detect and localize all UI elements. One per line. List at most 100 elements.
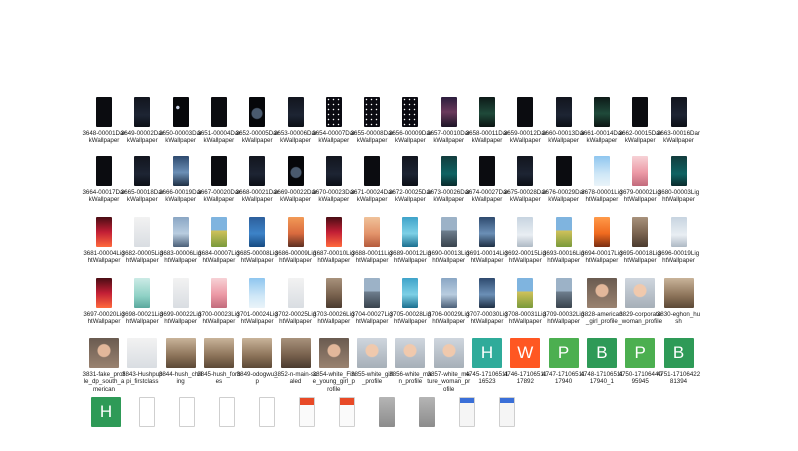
image-thumbnail bbox=[287, 97, 304, 127]
image-thumbnail bbox=[395, 338, 426, 368]
image-thumbnail bbox=[479, 217, 495, 247]
file-name-label: 3704-00027LightWallpaper bbox=[351, 311, 393, 326]
file-name-label: 3669-00022DarkWallpaper bbox=[273, 189, 317, 204]
file-name-label: 3667-00020DarkWallpaper bbox=[197, 189, 241, 204]
letter-file-icon: P bbox=[548, 338, 579, 368]
image-thumbnail bbox=[249, 217, 266, 247]
file-name-label: 4751-1710642281394 bbox=[656, 371, 701, 386]
file-name-label: 3685-00008LightWallpaper bbox=[236, 250, 278, 265]
file-name-label: 3654-00007DarkWallpaper bbox=[312, 130, 356, 145]
file-name-label: 3675-00028DarkWallpaper bbox=[503, 189, 547, 204]
file-name-label: 3651-00004DarkWallpaper bbox=[197, 130, 241, 145]
file-name-label: 3656-00009DarkWallpaper bbox=[388, 130, 432, 145]
image-thumbnail bbox=[586, 278, 617, 308]
image-thumbnail bbox=[593, 156, 610, 186]
file-name-label: 3688-00011LightWallpaper bbox=[351, 250, 393, 265]
file-name-label: 3673-00026DarkWallpaper bbox=[427, 189, 471, 204]
image-thumbnail bbox=[440, 97, 457, 127]
image-thumbnail bbox=[440, 278, 457, 308]
file-name-label: 3680-00003LightWallpaper bbox=[657, 189, 700, 204]
file-name-label: 3666-00019DarkWallpaper bbox=[159, 189, 203, 204]
file-name-label: 3849-odogwu_p bbox=[236, 371, 278, 386]
image-thumbnail bbox=[593, 217, 610, 247]
file-name-label: 3699-00022LightWallpaper bbox=[159, 311, 202, 326]
image-thumbnail bbox=[139, 397, 155, 427]
file-name-label: 4747-1710651117940 bbox=[542, 371, 586, 386]
file-name-label: 3696-00019LightWallpaper bbox=[657, 250, 700, 265]
image-thumbnail bbox=[364, 97, 381, 127]
icon-letter: P bbox=[557, 343, 570, 362]
file-name-label: 3663-00016DarkWallpaper bbox=[656, 130, 700, 145]
file-name-label: 3686-00009LightWallpaper bbox=[274, 250, 317, 265]
file-name-label: 3679-00002LightWallpaper bbox=[619, 189, 661, 204]
file-name-label: 3703-00026LightWallpaper bbox=[313, 311, 355, 326]
image-thumbnail bbox=[203, 338, 234, 368]
image-thumbnail bbox=[89, 338, 119, 368]
image-thumbnail bbox=[479, 97, 495, 127]
image-thumbnail bbox=[249, 97, 266, 127]
image-thumbnail bbox=[419, 397, 435, 427]
file-name-label: 3664-00017DarkWallpaper bbox=[82, 189, 126, 204]
file-name-label: 3695-00018LightWallpaper bbox=[619, 250, 661, 265]
file-name-label: 3691-00014LightWallpaper bbox=[466, 250, 508, 265]
file-name-label: 3854-white_Fine_young_girl_profile bbox=[312, 371, 355, 393]
file-name-label: 3831-fake_profile_dp_south_american bbox=[82, 371, 126, 393]
file-name-label: 3830-eghon_hush bbox=[656, 311, 701, 326]
file-name-label: 3701-00024LightWallpaper bbox=[236, 311, 278, 326]
file-name-label: 3689-00012LightWallpaper bbox=[389, 250, 432, 265]
image-thumbnail bbox=[402, 97, 419, 127]
image-thumbnail bbox=[287, 278, 304, 308]
file-name-label: 3709-00032LightWallpaper bbox=[542, 311, 585, 326]
file-name-label: 3705-00028LightWallpaper bbox=[389, 311, 432, 326]
image-thumbnail bbox=[663, 278, 694, 308]
image-thumbnail bbox=[249, 156, 266, 186]
image-thumbnail bbox=[299, 397, 315, 427]
file-name-label: 3698-00021LightWallpaper bbox=[121, 311, 163, 326]
file-name-label: 3683-00006LightWallpaper bbox=[159, 250, 202, 265]
image-thumbnail bbox=[499, 397, 515, 427]
file-name-label: 4745-1710651116523 bbox=[465, 371, 509, 386]
file-name-label: 3658-00011DarkWallpaper bbox=[465, 130, 509, 145]
image-thumbnail bbox=[440, 156, 457, 186]
icon-letter: H bbox=[480, 343, 494, 362]
image-thumbnail bbox=[134, 278, 151, 308]
image-thumbnail bbox=[219, 397, 235, 427]
image-thumbnail bbox=[364, 278, 381, 308]
image-thumbnail bbox=[165, 338, 196, 368]
icon-letter: H bbox=[99, 402, 113, 421]
file-name-label: 3855-white_girl_profile bbox=[351, 371, 394, 386]
image-thumbnail bbox=[134, 97, 151, 127]
file-name-label: 3843-Hushpuppi_firstclass bbox=[122, 371, 163, 386]
image-thumbnail bbox=[210, 278, 227, 308]
image-thumbnail bbox=[280, 338, 311, 368]
file-name-label: 3670-00023DarkWallpaper bbox=[312, 189, 356, 204]
image-thumbnail bbox=[134, 217, 151, 247]
image-thumbnail bbox=[670, 97, 687, 127]
image-thumbnail bbox=[325, 278, 342, 308]
image-thumbnail bbox=[325, 217, 342, 247]
file-name-label: 3672-00025DarkWallpaper bbox=[388, 189, 432, 204]
file-name-label: 3674-00027DarkWallpaper bbox=[465, 189, 509, 204]
image-thumbnail bbox=[479, 156, 495, 186]
file-name-label: 3655-00008DarkWallpaper bbox=[350, 130, 394, 145]
file-name-label: 3657-00010DarkWallpaper bbox=[427, 130, 471, 145]
image-thumbnail bbox=[134, 156, 151, 186]
image-thumbnail bbox=[402, 156, 419, 186]
image-thumbnail bbox=[172, 156, 189, 186]
file-name-label: 3852-n-main-scaled bbox=[274, 371, 317, 386]
file-name-label: 3648-00001DarkWallpaper bbox=[82, 130, 126, 145]
file-name-label: 3676-00029DarkWallpaper bbox=[542, 189, 586, 204]
file-name-label: 3665-00018DarkWallpaper bbox=[120, 189, 164, 204]
image-thumbnail bbox=[433, 338, 464, 368]
file-name-label: 3687-00010LightWallpaper bbox=[313, 250, 355, 265]
image-thumbnail bbox=[364, 156, 381, 186]
file-name-label: 3693-00016LightWallpaper bbox=[542, 250, 585, 265]
image-thumbnail bbox=[517, 217, 534, 247]
image-thumbnail bbox=[632, 156, 649, 186]
file-name-label: 3708-00031LightWallpaper bbox=[504, 311, 546, 326]
file-name-label: 3661-00014DarkWallpaper bbox=[580, 130, 624, 145]
image-thumbnail bbox=[517, 97, 534, 127]
image-thumbnail bbox=[517, 156, 534, 186]
image-thumbnail bbox=[402, 217, 419, 247]
